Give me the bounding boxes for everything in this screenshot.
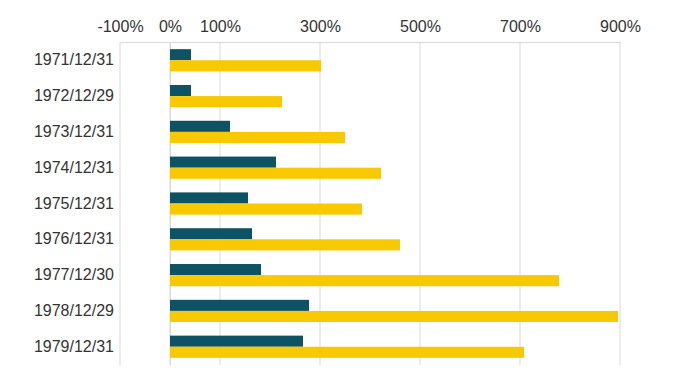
- bar: [170, 49, 191, 60]
- bar: [170, 300, 309, 311]
- y-tick: 1975/12/31: [34, 195, 170, 212]
- y-tick: 1972/12/29: [34, 87, 170, 104]
- x-tick-label: 500%: [400, 18, 441, 35]
- bar: [170, 311, 618, 322]
- x-tick: 0%: [159, 18, 182, 42]
- y-tick-label: 1979/12/31: [34, 338, 114, 355]
- y-tick: 1979/12/31: [34, 338, 170, 355]
- bar: [170, 168, 381, 179]
- bar: [170, 347, 524, 358]
- x-axis-line: [121, 42, 621, 43]
- bar: [170, 228, 252, 239]
- x-tick: 700%: [500, 18, 541, 42]
- x-axis: -100% 0% 100% 300% 500% 700% 900%: [97, 18, 641, 43]
- x-tick: 100%: [200, 18, 241, 42]
- y-tick: 1971/12/31: [34, 51, 170, 68]
- y-tick-label: 1975/12/31: [34, 195, 114, 212]
- x-tick-label: 300%: [300, 18, 341, 35]
- x-tick: -100%: [97, 18, 143, 42]
- bar: [170, 60, 321, 71]
- y-tick-label: 1973/12/31: [34, 123, 114, 140]
- bar: [170, 132, 345, 143]
- x-tick-label: 0%: [159, 18, 182, 35]
- bars: [170, 49, 618, 358]
- bar: [170, 204, 362, 215]
- y-tick-label: 1978/12/29: [34, 302, 114, 319]
- grid: [120, 42, 620, 365]
- y-tick-label: 1971/12/31: [34, 51, 114, 68]
- x-tick-label: 900%: [600, 18, 641, 35]
- y-axis: 1971/12/31 1972/12/29 1973/12/31 1974/12/31…: [34, 43, 171, 366]
- bar: [170, 85, 191, 96]
- y-tick: 1974/12/31: [34, 159, 170, 176]
- bar: [170, 239, 400, 250]
- grid-line: [120, 42, 121, 365]
- y-tick: 1973/12/31: [34, 123, 170, 140]
- x-tick-label: -100%: [97, 18, 143, 35]
- y-tick-label: 1977/12/30: [34, 266, 114, 283]
- y-tick-label: 1972/12/29: [34, 87, 114, 104]
- x-tick: 900%: [600, 18, 641, 42]
- y-tick: 1977/12/30: [34, 266, 170, 283]
- x-tick-label: 700%: [500, 18, 541, 35]
- y-tick: 1976/12/31: [34, 230, 170, 247]
- bar: [170, 192, 248, 203]
- bar: [170, 275, 559, 286]
- y-tick-label: 1974/12/31: [34, 159, 114, 176]
- plot: -100%0%100%300%500%700%900%1971/12/31197…: [34, 18, 641, 366]
- bar: [170, 96, 282, 107]
- x-tick: 500%: [400, 18, 441, 42]
- series: [170, 49, 309, 347]
- bar: [170, 121, 230, 132]
- x-tick-label: 100%: [200, 18, 241, 35]
- grid-line: [620, 42, 621, 365]
- chart: -100%0%100%300%500%700%900%1971/12/31197…: [0, 0, 680, 380]
- bar: [170, 336, 303, 347]
- bar: [170, 264, 261, 275]
- x-tick: 300%: [300, 18, 341, 42]
- series: [170, 60, 618, 358]
- y-tick: 1978/12/29: [34, 302, 170, 319]
- bar: [170, 157, 276, 168]
- y-tick-label: 1976/12/31: [34, 230, 114, 247]
